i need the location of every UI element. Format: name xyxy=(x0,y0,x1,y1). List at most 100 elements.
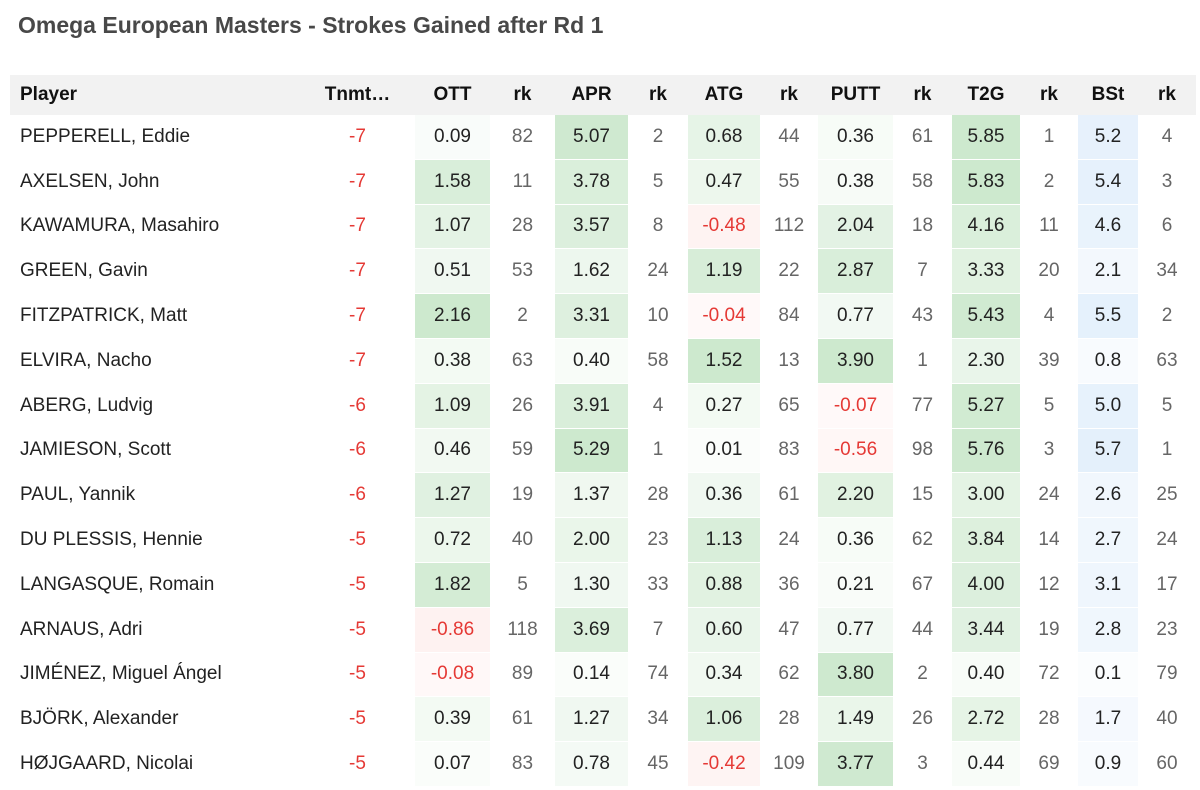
stat-cell: 5.83 xyxy=(952,159,1020,204)
stat-cell: 5.27 xyxy=(952,383,1020,428)
stat-cell: 2.1 xyxy=(1078,249,1138,294)
rank-cell: 63 xyxy=(511,349,534,371)
stat-cell: 3.1 xyxy=(1078,563,1138,607)
stat-cell: 1.06 xyxy=(688,697,760,742)
rank-cell: 6 xyxy=(1161,215,1173,237)
rank-cell: 14 xyxy=(1038,529,1060,551)
column-header: rk xyxy=(913,84,932,105)
player-name: AXELSEN, John xyxy=(20,170,160,192)
stat-cell: -7 xyxy=(349,349,366,371)
stat-cell: -0.56 xyxy=(818,428,893,473)
rank-cell: 26 xyxy=(511,394,534,416)
stat-cell: -7 xyxy=(349,170,366,192)
stat-cell: -6 xyxy=(349,394,366,416)
stat-cell: 0.1 xyxy=(1078,653,1138,697)
rank-cell: 34 xyxy=(1156,260,1178,282)
rank-cell: 53 xyxy=(511,260,534,282)
stat-cell: 1.62 xyxy=(555,249,628,294)
rank-cell: 109 xyxy=(773,753,805,775)
column-header: Tnmt… xyxy=(324,84,391,105)
rank-cell: 2 xyxy=(1043,170,1055,192)
stat-cell: -7 xyxy=(349,125,366,147)
rank-cell: 19 xyxy=(1038,618,1060,640)
column-header: OTT xyxy=(433,84,472,105)
stat-cell: 2.7 xyxy=(1078,518,1138,562)
stat-cell: 2.87 xyxy=(818,249,893,294)
stat-cell: 4.00 xyxy=(952,563,1020,607)
rank-cell: 65 xyxy=(778,394,800,416)
player-name: ARNAUS, Adri xyxy=(20,618,143,640)
stat-cell: 3.57 xyxy=(555,204,628,249)
rank-cell: 24 xyxy=(1156,529,1178,551)
rank-cell: 47 xyxy=(778,618,800,640)
player-name: JIMÉNEZ, Miguel Ángel xyxy=(20,663,222,685)
rank-cell: 58 xyxy=(911,170,934,192)
rank-cell: 83 xyxy=(511,753,534,775)
stat-cell: 5.43 xyxy=(952,294,1020,338)
rank-cell: 23 xyxy=(1156,618,1178,640)
stat-cell: 1.27 xyxy=(555,697,628,742)
stat-cell: 5.5 xyxy=(1078,294,1138,338)
rank-cell: 13 xyxy=(778,349,800,371)
rank-cell: 19 xyxy=(511,484,534,506)
rank-cell: 58 xyxy=(647,349,669,371)
rank-cell: 45 xyxy=(647,753,669,775)
stat-cell: 0.77 xyxy=(818,294,893,338)
column-header: APR xyxy=(571,84,612,105)
rank-cell: 59 xyxy=(511,439,534,461)
stat-cell: 5.07 xyxy=(555,115,628,159)
stat-cell: -7 xyxy=(349,260,366,282)
rank-cell: 62 xyxy=(778,663,800,685)
rank-cell: 39 xyxy=(1038,349,1060,371)
stat-cell: 1.13 xyxy=(688,518,760,562)
stat-cell: -0.04 xyxy=(688,294,760,338)
stat-cell: 0.77 xyxy=(818,607,893,652)
player-name: GREEN, Gavin xyxy=(20,260,148,282)
rank-cell: 5 xyxy=(652,170,664,192)
rank-cell: 24 xyxy=(1038,484,1060,506)
stat-cell: -0.07 xyxy=(818,384,893,428)
rank-cell: 43 xyxy=(911,305,934,327)
stat-cell: 1.37 xyxy=(555,473,628,518)
rank-cell: 2 xyxy=(917,663,928,685)
rank-cell: 24 xyxy=(778,529,800,551)
stat-cell: 1.82 xyxy=(415,563,490,607)
rank-cell: 63 xyxy=(1156,349,1178,371)
stat-cell: 0.60 xyxy=(688,607,760,652)
stat-cell: 3.90 xyxy=(818,339,893,383)
stat-cell: 2.6 xyxy=(1078,473,1138,518)
stat-cell: 0.36 xyxy=(688,473,760,518)
rank-cell: 77 xyxy=(911,394,934,416)
rank-cell: 4 xyxy=(1161,125,1173,147)
stat-cell: 0.51 xyxy=(415,249,490,294)
rank-cell: 7 xyxy=(652,618,664,640)
player-name: LANGASQUE, Romain xyxy=(20,573,215,595)
stat-cell: 5.76 xyxy=(952,428,1020,473)
player-name: PAUL, Yannik xyxy=(20,484,136,506)
rank-cell: 2 xyxy=(517,305,528,327)
player-name: FITZPATRICK, Matt xyxy=(20,305,188,327)
stat-cell: 2.72 xyxy=(952,697,1020,742)
column-header: BSt xyxy=(1091,84,1125,105)
stat-cell: 0.9 xyxy=(1078,742,1138,786)
rank-cell: 84 xyxy=(778,305,800,327)
rank-cell: 3 xyxy=(1161,170,1173,192)
stat-cell: 3.33 xyxy=(952,249,1020,294)
stat-cell: 5.7 xyxy=(1078,428,1138,473)
stat-cell: -5 xyxy=(349,663,366,685)
rank-cell: 60 xyxy=(1156,753,1178,775)
stat-cell: 0.44 xyxy=(952,742,1020,786)
rank-cell: 28 xyxy=(511,215,534,237)
rank-cell: 17 xyxy=(1156,573,1178,595)
stat-cell: 0.34 xyxy=(688,652,760,697)
rank-cell: 28 xyxy=(1038,708,1060,730)
stat-cell: 0.8 xyxy=(1078,339,1138,383)
header-row xyxy=(10,75,1196,115)
column-header: rk xyxy=(1158,84,1176,105)
stat-cell: -0.08 xyxy=(415,653,490,697)
rank-cell: 28 xyxy=(647,484,669,506)
rank-cell: 72 xyxy=(1038,663,1060,685)
stat-cell: 3.31 xyxy=(555,294,628,338)
stat-cell: 0.01 xyxy=(688,429,760,473)
player-name: BJÖRK, Alexander xyxy=(20,708,179,730)
